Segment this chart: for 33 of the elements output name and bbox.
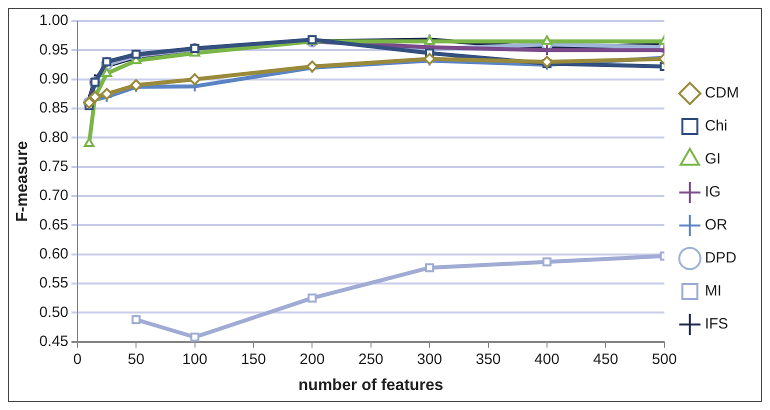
x-tick-label: 50 [128,350,144,368]
y-tick-label: 0.45 [39,332,68,350]
x-tick-label: 150 [240,350,266,368]
legend-label: CDM [704,84,740,102]
legend-label: GI [704,150,721,168]
x-tick-label: 300 [417,350,442,368]
x-tick-label: 350 [476,350,501,368]
y-tick-label: 0.65 [39,216,68,234]
legend-label: MI [704,282,722,300]
y-tick-label: 0.90 [39,70,68,88]
legend-label: IFS [704,316,728,333]
x-tick-label: 450 [593,350,618,368]
x-tick-label: 250 [358,350,384,368]
legend-label: Chi [704,118,728,135]
legend-label: IG [704,184,721,201]
x-axis-title: number of features [298,376,444,394]
y-tick-label: 0.60 [39,245,68,262]
x-tick-label: 100 [182,350,208,368]
y-axis-title: F-measure [14,140,32,222]
y-tick-label: 0.85 [39,100,68,117]
x-tick-label: 400 [534,350,560,368]
y-tick-label: 0.80 [39,128,68,146]
legend-label: DPD [704,250,737,267]
x-tick-label: 0 [73,350,82,368]
y-tick-label: 0.55 [39,274,68,292]
legend-label: OR [704,216,728,234]
x-tick-label: 200 [300,350,325,368]
x-tick-label: 500 [652,350,677,368]
y-tick-label: 1.00 [39,12,68,30]
y-tick-label: 0.95 [39,41,68,58]
y-tick-label: 0.50 [39,304,68,321]
y-tick-label: 0.70 [39,187,68,204]
y-tick-label: 0.75 [39,158,68,175]
